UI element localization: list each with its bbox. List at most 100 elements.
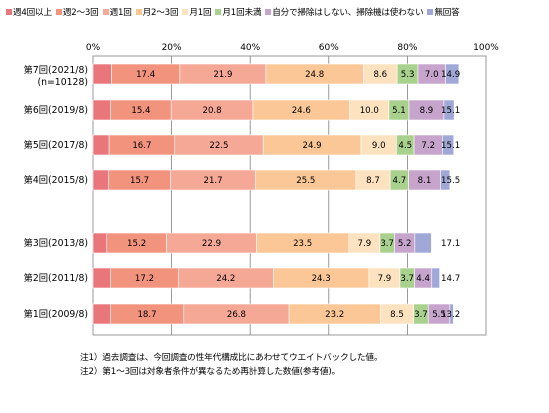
bar-segment [440, 169, 451, 191]
data-label: 7.2 [421, 141, 435, 151]
legend-label: 無回答 [434, 8, 460, 18]
data-label: 7.0 [425, 70, 439, 80]
category-label: 第2回(2011/8) [24, 272, 88, 284]
data-label: 4.5 [398, 141, 412, 151]
legend-label: 月2～3回 [142, 8, 179, 18]
data-label: 22.5 [209, 141, 228, 151]
data-label: 15.1 [441, 106, 460, 116]
legend: 週4回以上 週2～3回 週1回 月2～3回 月1回 月1回未満 自分で掃除はしない、掃除機は… [6, 6, 460, 18]
bar-segment [431, 267, 440, 289]
legend-label: 月1回 [189, 8, 212, 18]
data-label: 5.5 [432, 310, 446, 320]
x-tick-label: 0% [86, 43, 101, 53]
data-label: 16.7 [132, 141, 151, 151]
bar-segment [442, 134, 455, 156]
data-label: 15.4 [131, 106, 150, 116]
legend-item: 自分で掃除はしない、掃除機は使わない [265, 6, 424, 18]
legend-item: 月1回 [182, 6, 212, 18]
bar-segment [92, 99, 111, 121]
note-2: 注2）第1～3回は対象者条件が異なるため再計算した数値(参考値)。 [80, 367, 341, 377]
legend-item: 月2～3回 [135, 6, 179, 18]
legend-item: 週2～3回 [55, 6, 99, 18]
bar-segment [92, 267, 111, 289]
bar-segment [443, 99, 455, 121]
data-label: 24.6 [292, 106, 311, 116]
category-label: 第7回(2021/8) [24, 64, 88, 76]
x-tick-label: 80% [397, 43, 417, 53]
legend-label: 週4回以上 [13, 8, 52, 18]
data-label: 4.4 [416, 274, 430, 284]
data-label: 21.9 [213, 70, 232, 80]
notes: 注1）過去調査は、今回調査の性年代構成比にあわせてウエイトバックした値。 注2）… [80, 351, 383, 379]
data-label: 10.0 [360, 106, 379, 116]
legend-label: 週1回 [109, 8, 132, 18]
data-label: 9.0 [372, 141, 386, 151]
legend-swatch [182, 9, 189, 15]
data-label: 8.5 [390, 310, 404, 320]
data-label: 4.7 [393, 176, 407, 186]
legend-swatch [265, 9, 272, 15]
legend-label: 自分で掃除はしない、掃除機は使わない [272, 8, 424, 18]
legend-item: 月1回未満 [215, 6, 261, 18]
data-label: 8.7 [366, 176, 380, 186]
bar-segment [92, 303, 111, 325]
data-label: 15.1 [441, 141, 460, 151]
data-label: 14.9 [441, 70, 460, 80]
legend-label: 週2～3回 [62, 8, 99, 18]
data-label: 26.8 [227, 310, 246, 320]
data-label: 15.2 [127, 239, 146, 249]
data-label: 18.7 [137, 310, 156, 320]
data-label: 20.8 [203, 106, 222, 116]
data-label: 15.5 [441, 176, 460, 186]
bar-segment [414, 232, 432, 254]
legend-swatch [55, 9, 62, 15]
bar-segment [92, 232, 108, 254]
data-label: 25.5 [296, 176, 315, 186]
data-label: 24.3 [312, 274, 331, 284]
x-tick-label: 60% [319, 43, 339, 53]
data-label: 21.7 [203, 176, 222, 186]
data-label: 7.9 [378, 274, 392, 284]
data-label: 3.7 [380, 239, 394, 249]
data-label: 24.8 [305, 70, 324, 80]
legend-swatch [215, 9, 222, 15]
data-label: 15.7 [130, 176, 149, 186]
data-label: 8.6 [373, 70, 387, 80]
data-label: 24.9 [303, 141, 322, 151]
data-label: 13.2 [441, 310, 460, 320]
category-label: 第5回(2017/8) [24, 139, 88, 151]
x-tick-label: 20% [162, 43, 182, 53]
category-label: 第4回(2015/8) [24, 174, 88, 186]
legend-item: 週1回 [102, 6, 132, 18]
data-label: 17.2 [135, 274, 154, 284]
bar-segment [92, 134, 110, 156]
bar-segment [92, 63, 112, 85]
legend-swatch [135, 9, 142, 15]
legend-label: 月1回未満 [222, 8, 262, 18]
legend-swatch [427, 9, 434, 15]
data-label: 22.9 [202, 239, 221, 249]
bar-segment [92, 169, 110, 191]
x-tick-label: 100% [473, 43, 499, 53]
data-label: 23.2 [325, 310, 344, 320]
data-label: 7.9 [358, 239, 372, 249]
category-sublabel: (n=10128) [37, 77, 88, 88]
data-label: 14.7 [441, 274, 460, 284]
category-label: 第6回(2019/8) [24, 104, 88, 116]
plot-frame [92, 55, 487, 336]
legend-swatch [102, 9, 109, 15]
category-label: 第3回(2013/8) [24, 237, 88, 249]
data-label: 17.4 [136, 70, 155, 80]
note-1: 注1）過去調査は、今回調査の性年代構成比にあわせてウエイトバックした値。 [80, 353, 383, 363]
data-label: 5.2 [398, 239, 412, 249]
data-label: 8.1 [418, 176, 432, 186]
category-label: 第1回(2009/8) [24, 308, 88, 320]
legend-item: 無回答 [427, 6, 460, 18]
x-tick-label: 40% [240, 43, 260, 53]
data-label: 3.7 [414, 310, 428, 320]
data-label: 17.1 [441, 239, 460, 249]
data-label: 24.2 [216, 274, 235, 284]
data-label: 23.5 [293, 239, 312, 249]
data-label: 5.3 [401, 70, 415, 80]
